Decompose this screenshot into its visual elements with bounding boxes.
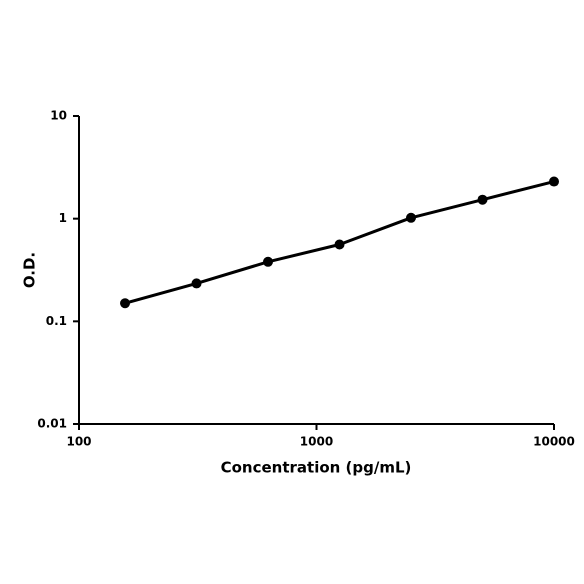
y-tick-label: 0.1 bbox=[46, 314, 67, 328]
marker bbox=[477, 194, 488, 205]
marker bbox=[120, 298, 131, 309]
marker bbox=[549, 176, 559, 187]
marker bbox=[334, 239, 345, 250]
x-tick-label: 10000 bbox=[533, 435, 575, 449]
y-tick-label: 10 bbox=[50, 109, 67, 123]
y-tick-label: 0.01 bbox=[37, 417, 67, 431]
x-tick-label: 1000 bbox=[300, 435, 333, 449]
x-tick-label: 100 bbox=[66, 435, 91, 449]
marker bbox=[263, 256, 274, 267]
marker bbox=[406, 212, 417, 223]
marker bbox=[191, 278, 202, 289]
x-axis-title: Concentration (pg/mL) bbox=[221, 459, 412, 477]
y-axis-title: O.D. bbox=[21, 252, 39, 288]
y-tick-label: 1 bbox=[59, 211, 67, 225]
